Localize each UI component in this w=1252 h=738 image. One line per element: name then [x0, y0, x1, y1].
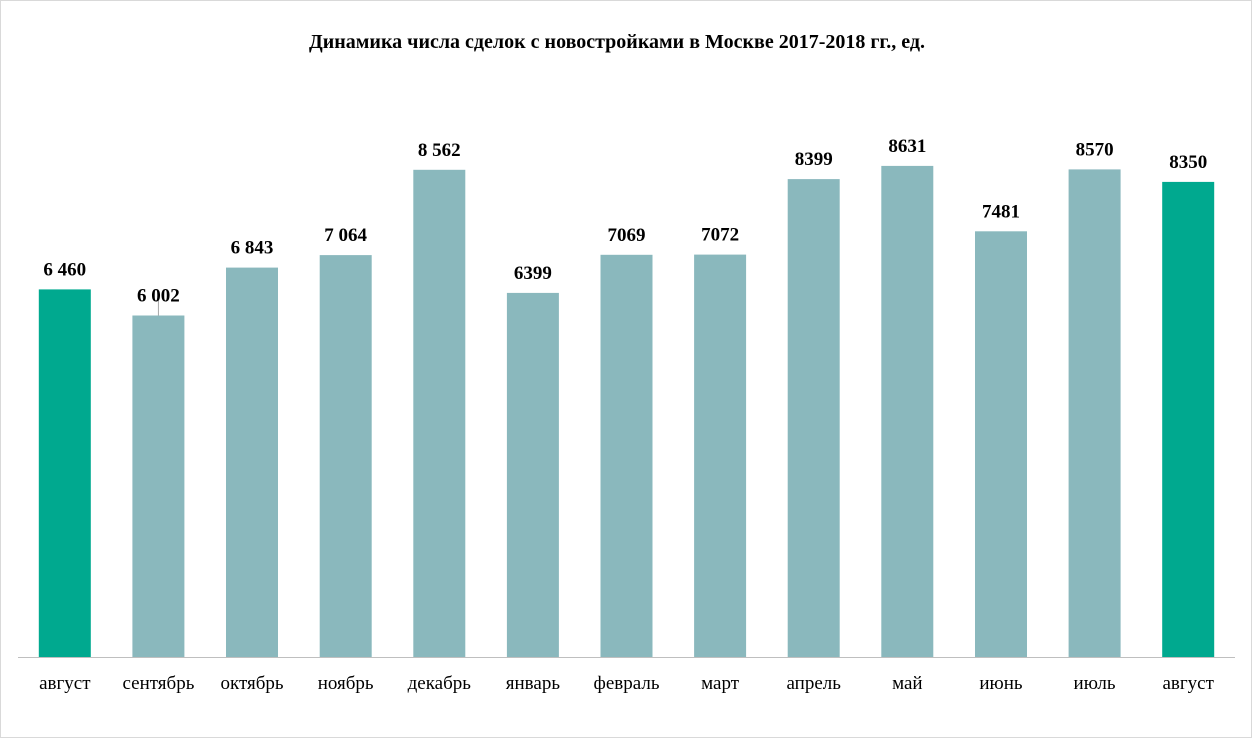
bar-4	[413, 169, 466, 658]
bar-1	[132, 315, 185, 657]
x-tick-label-5: январь	[506, 673, 561, 694]
x-tick-label-6: февраль	[594, 673, 660, 694]
bar-3	[319, 255, 372, 657]
bar-12	[1162, 181, 1215, 657]
x-tick-label-4: декабрь	[408, 673, 472, 694]
data-label-7: 7072	[701, 225, 739, 246]
bar-8	[787, 179, 840, 657]
bar-11	[1068, 169, 1121, 657]
x-tick-label-8: апрель	[787, 673, 842, 694]
x-tick-label-7: март	[701, 673, 740, 694]
x-tick-label-1: сентябрь	[122, 673, 194, 694]
chart-title: Динамика числа сделок с новостройками в …	[308, 31, 925, 53]
data-label-1: 6 002	[137, 286, 180, 307]
x-tick-label-11: июль	[1074, 673, 1116, 694]
data-label-3: 7 064	[324, 225, 367, 246]
bar-0	[38, 289, 91, 657]
data-label-8: 8399	[795, 149, 833, 170]
data-label-4: 8 562	[418, 140, 461, 161]
data-label-9: 8631	[888, 136, 926, 157]
x-tick-label-0: август	[39, 673, 91, 694]
bar-7	[694, 254, 747, 657]
data-label-6: 7069	[608, 225, 646, 246]
x-tick-label-2: октябрь	[220, 673, 283, 694]
bar-10	[975, 231, 1027, 658]
x-tick-label-10: июнь	[979, 673, 1023, 694]
data-label-5: 6399	[514, 263, 552, 284]
bar-9	[881, 165, 934, 657]
data-label-10: 7481	[982, 201, 1020, 222]
bar-2	[226, 267, 278, 657]
data-label-12: 8350	[1169, 152, 1207, 173]
data-label-0: 6 460	[43, 259, 86, 280]
bar-5	[506, 292, 559, 657]
x-tick-label-12: август	[1162, 673, 1214, 694]
x-tick-label-3: ноябрь	[318, 673, 374, 694]
data-label-11: 8570	[1076, 139, 1114, 160]
data-label-2: 6 843	[231, 238, 274, 259]
bar-6	[600, 254, 653, 658]
x-tick-label-9: май	[892, 673, 923, 694]
